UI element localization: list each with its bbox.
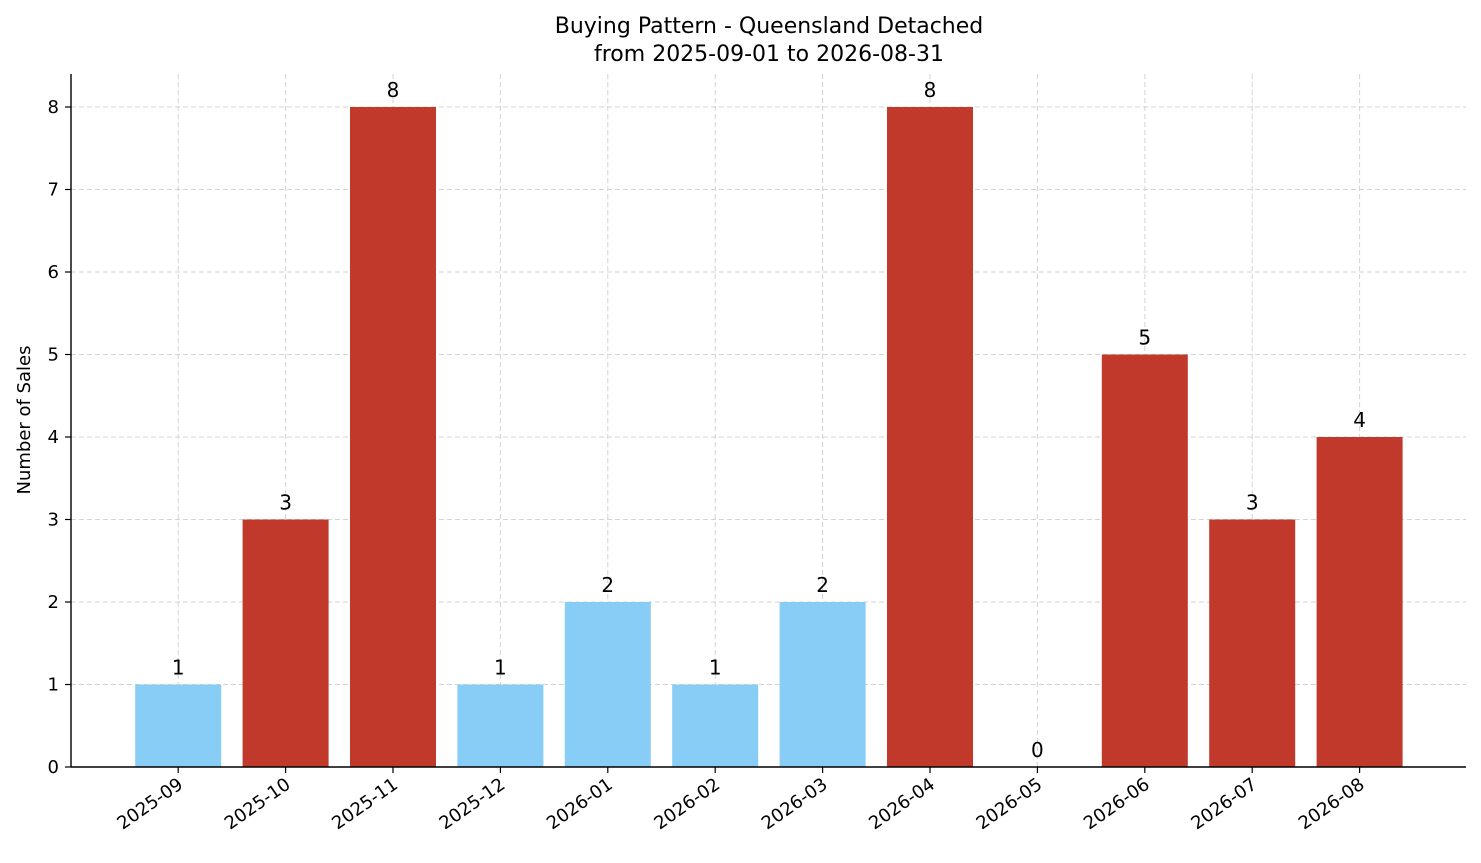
x-tick-label: 2025-09 [113, 774, 187, 834]
bar-value-label: 8 [387, 78, 400, 102]
y-tick-label: 6 [48, 262, 59, 283]
bar-value-label: 5 [1138, 326, 1151, 350]
x-tick-label: 2025-10 [221, 774, 295, 834]
bar [779, 602, 866, 767]
chart-title: Buying Pattern - Queensland Detached [555, 14, 984, 39]
x-tick-label: 2026-07 [1187, 774, 1261, 834]
y-tick-label: 0 [48, 757, 59, 778]
bar [1316, 437, 1403, 767]
chart-subtitle: from 2025-09-01 to 2026-08-31 [594, 42, 944, 67]
bar-value-label: 4 [1353, 408, 1366, 432]
bar-value-label: 3 [279, 491, 292, 515]
bar-value-label: 0 [1031, 738, 1044, 762]
bar-value-label: 8 [924, 78, 937, 102]
bar [564, 602, 651, 767]
bar [672, 684, 759, 767]
bars-layer [135, 107, 1403, 767]
bar [1209, 519, 1296, 767]
bar-value-label: 2 [601, 573, 614, 597]
x-tick-label: 2026-01 [543, 774, 617, 834]
y-axis-label: Number of Sales [14, 345, 35, 494]
y-tick-label: 2 [48, 592, 59, 613]
bar-value-label: 1 [172, 656, 185, 680]
y-tick-label: 8 [48, 97, 59, 118]
x-tick-label: 2026-03 [758, 774, 832, 834]
x-tick-label: 2026-05 [973, 774, 1047, 834]
y-tick-label: 4 [48, 427, 59, 448]
bar [457, 684, 544, 767]
bar [1101, 354, 1188, 767]
x-tick-label: 2026-08 [1295, 774, 1369, 834]
x-tick-label: 2026-04 [865, 774, 939, 834]
x-tick-label: 2025-12 [436, 774, 510, 834]
bar-value-label: 3 [1246, 491, 1259, 515]
y-tick-label: 3 [48, 510, 59, 531]
bar [135, 684, 222, 767]
bar [242, 519, 329, 767]
bar-value-label: 1 [709, 656, 722, 680]
y-tick-label: 5 [48, 345, 59, 366]
bar-value-label: 1 [494, 656, 507, 680]
x-tick-label: 2026-06 [1080, 774, 1154, 834]
value-labels-layer: 1 3 8 1 2 1 2 8 0 5 3 4 [172, 78, 1366, 762]
bar-value-label: 2 [816, 573, 829, 597]
y-tick-label: 1 [48, 675, 59, 696]
bar [350, 107, 436, 767]
bar [887, 107, 973, 767]
x-tick-label: 2026-02 [650, 774, 724, 834]
x-tick-label: 2025-11 [328, 774, 402, 834]
y-tick-label: 7 [48, 180, 59, 201]
